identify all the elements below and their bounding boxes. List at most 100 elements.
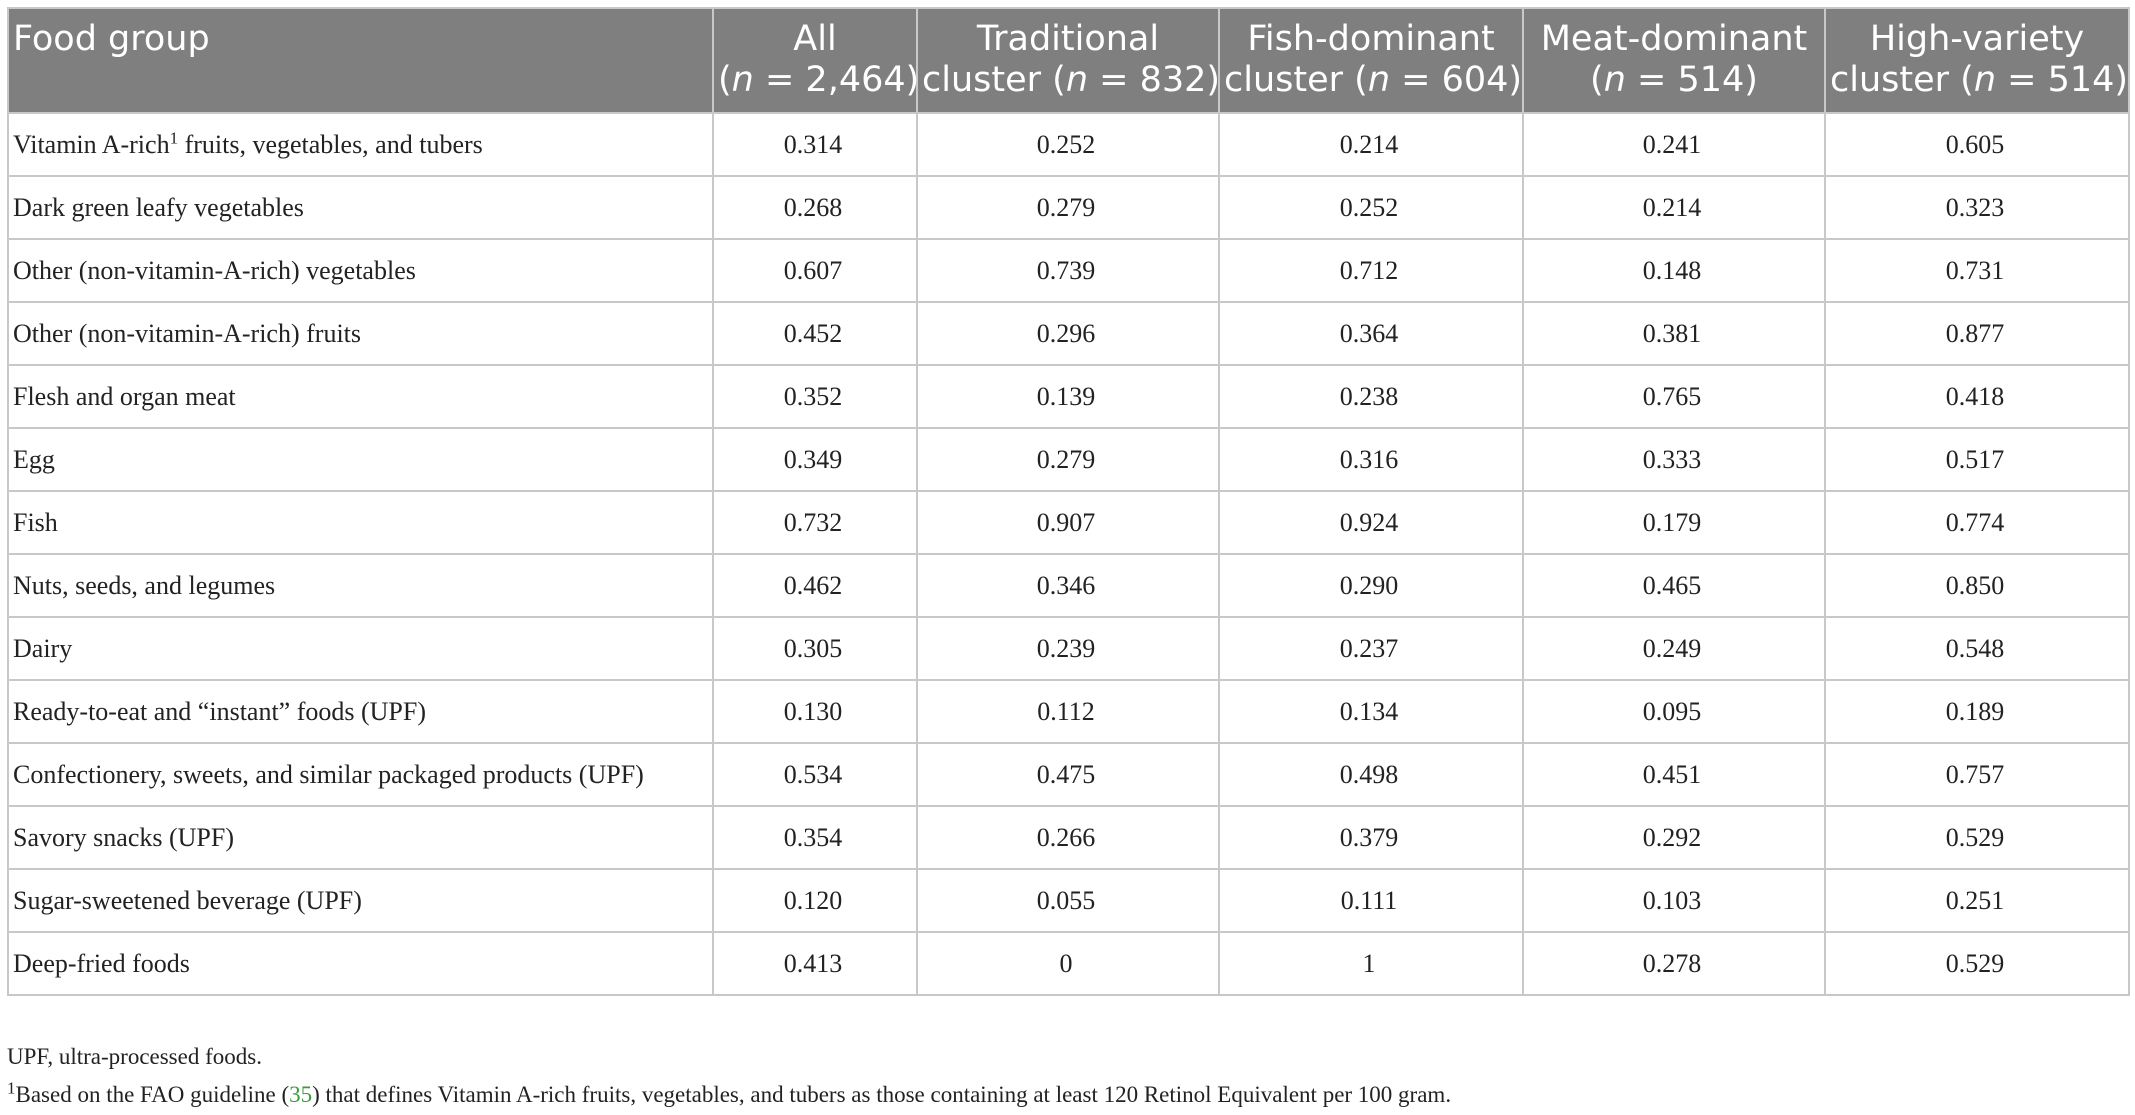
value-cell: 0.279 <box>916 427 1220 492</box>
value-cell: 0.379 <box>1218 805 1524 870</box>
label-text: Vitamin A-rich <box>13 130 170 159</box>
value-cell: 0.452 <box>712 301 918 366</box>
value-cell: 0.517 <box>1824 427 2130 492</box>
header-text: All <box>793 19 837 59</box>
value-cell: 0 <box>916 931 1220 996</box>
value-cell: 0.268 <box>712 175 918 240</box>
row-label: Flesh and organ meat <box>7 364 714 429</box>
table-row: Savory snacks (UPF) 0.354 0.266 0.379 0.292 0… <box>7 805 2130 870</box>
header-text: = 832) <box>1088 60 1221 100</box>
value-cell: 0.498 <box>1218 742 1524 807</box>
header-text: Fish-dominant <box>1247 19 1495 59</box>
value-cell: 0.316 <box>1218 427 1524 492</box>
table-row: Other (non-vitamin-A-rich) fruits 0.452 0.… <box>7 301 2130 366</box>
value-cell: 0.349 <box>712 427 918 492</box>
label-text: Nuts, seeds, and legumes <box>13 571 276 600</box>
value-cell: 0.333 <box>1522 427 1826 492</box>
value-cell: 0.266 <box>916 805 1220 870</box>
value-cell: 0.774 <box>1824 490 2130 555</box>
header-text: Food group <box>13 19 210 59</box>
footnote-mark: 1 <box>169 128 179 148</box>
value-cell: 0.757 <box>1824 742 2130 807</box>
value-cell: 0.214 <box>1522 175 1826 240</box>
value-cell: 0.238 <box>1218 364 1524 429</box>
value-cell: 0.418 <box>1824 364 2130 429</box>
value-cell: 0.465 <box>1522 553 1826 618</box>
value-cell: 0.112 <box>916 679 1220 744</box>
row-label: Sugar-sweetened beverage (UPF) <box>7 868 714 933</box>
label-text: Savory snacks (UPF) <box>13 823 234 852</box>
row-label: Savory snacks (UPF) <box>7 805 714 870</box>
value-cell: 0.241 <box>1522 112 1826 177</box>
value-cell: 0.924 <box>1218 490 1524 555</box>
header-cell: Fish-dominant cluster (n = 604) <box>1218 7 1524 114</box>
label-text: Fish <box>13 508 58 537</box>
table-row: Dark green leafy vegetables 0.268 0.279 0.2… <box>7 175 2130 240</box>
table-row: Ready-to-eat and “instant” foods (UPF) 0.… <box>7 679 2130 744</box>
label-text: Dark green leafy vegetables <box>13 193 304 222</box>
value-cell: 0.134 <box>1218 679 1524 744</box>
value-cell: 0.055 <box>916 868 1220 933</box>
footnote-text: Based on the FAO guideline ( <box>15 1082 290 1107</box>
row-label: Other (non-vitamin-A-rich) fruits <box>7 301 714 366</box>
value-cell: 0.850 <box>1824 553 2130 618</box>
header-text: = 604) <box>1390 60 1523 100</box>
row-label: Egg <box>7 427 714 492</box>
row-label: Confectionery, sweets, and similar packa… <box>7 742 714 807</box>
header-text: cluster ( <box>922 60 1066 100</box>
value-cell: 0.279 <box>916 175 1220 240</box>
value-cell: 0.765 <box>1522 364 1826 429</box>
value-cell: 0.103 <box>1522 868 1826 933</box>
value-cell: 0.179 <box>1522 490 1826 555</box>
header-cell: High-variety cluster (n = 514) <box>1824 7 2130 114</box>
value-cell: 0.239 <box>916 616 1220 681</box>
table-row: Confectionery, sweets, and similar packa… <box>7 742 2130 807</box>
header-cell: Food group <box>7 7 714 114</box>
header-text: cluster ( <box>1830 60 1974 100</box>
value-cell: 0.346 <box>916 553 1220 618</box>
label-text: Confectionery, sweets, and similar packa… <box>13 760 644 789</box>
row-label: Deep-fried foods <box>7 931 714 996</box>
value-cell: 0.739 <box>916 238 1220 303</box>
value-cell: 0.292 <box>1522 805 1826 870</box>
value-cell: 0.354 <box>712 805 918 870</box>
header-n: n <box>1367 60 1390 100</box>
value-cell: 0.877 <box>1824 301 2130 366</box>
label-text: fruits, vegetables, and tubers <box>178 130 483 159</box>
value-cell: 0.451 <box>1522 742 1826 807</box>
value-cell: 0.529 <box>1824 931 2130 996</box>
header-n: n <box>1973 60 1996 100</box>
row-label: Ready-to-eat and “instant” foods (UPF) <box>7 679 714 744</box>
header-text: ( <box>718 60 732 100</box>
table-row: Deep-fried foods 0.413 0 1 0.278 0.529 <box>7 931 2130 996</box>
value-cell: 0.237 <box>1218 616 1524 681</box>
table-row: Nuts, seeds, and legumes 0.462 0.346 0.290 0… <box>7 553 2130 618</box>
header-text: = 2,464) <box>753 60 920 100</box>
value-cell: 0.314 <box>712 112 918 177</box>
header-cell: Traditional cluster (n = 832) <box>916 7 1221 114</box>
header-cell: All (n = 2,464) <box>712 7 920 114</box>
value-cell: 0.731 <box>1824 238 2130 303</box>
reference-link[interactable]: 35 <box>289 1082 313 1107</box>
table-row: Sugar-sweetened beverage (UPF) 0.120 0.055… <box>7 868 2130 933</box>
value-cell: 0.214 <box>1218 112 1524 177</box>
abbreviation-note: UPF, ultra-processed foods. <box>7 1044 262 1069</box>
table-row: Egg 0.349 0.279 0.316 0.333 0.517 <box>7 427 2130 492</box>
row-label: Other (non-vitamin-A-rich) vegetables <box>7 238 714 303</box>
header-cell: Meat-dominant (n = 514) <box>1522 7 1826 114</box>
row-label: Dairy <box>7 616 714 681</box>
label-text: Dairy <box>13 634 73 663</box>
value-cell: 0.251 <box>1824 868 2130 933</box>
value-cell: 0.252 <box>916 112 1220 177</box>
table-row: Dairy 0.305 0.239 0.237 0.249 0.548 <box>7 616 2130 681</box>
table-row: Flesh and organ meat 0.352 0.139 0.238 0.765… <box>7 364 2130 429</box>
header-text: ( <box>1590 60 1604 100</box>
value-cell: 0.364 <box>1218 301 1524 366</box>
value-cell: 0.305 <box>712 616 918 681</box>
value-cell: 0.413 <box>712 931 918 996</box>
label-text: Deep-fried foods <box>13 949 190 978</box>
label-text: Egg <box>13 445 55 474</box>
value-cell: 0.296 <box>916 301 1220 366</box>
value-cell: 0.352 <box>712 364 918 429</box>
